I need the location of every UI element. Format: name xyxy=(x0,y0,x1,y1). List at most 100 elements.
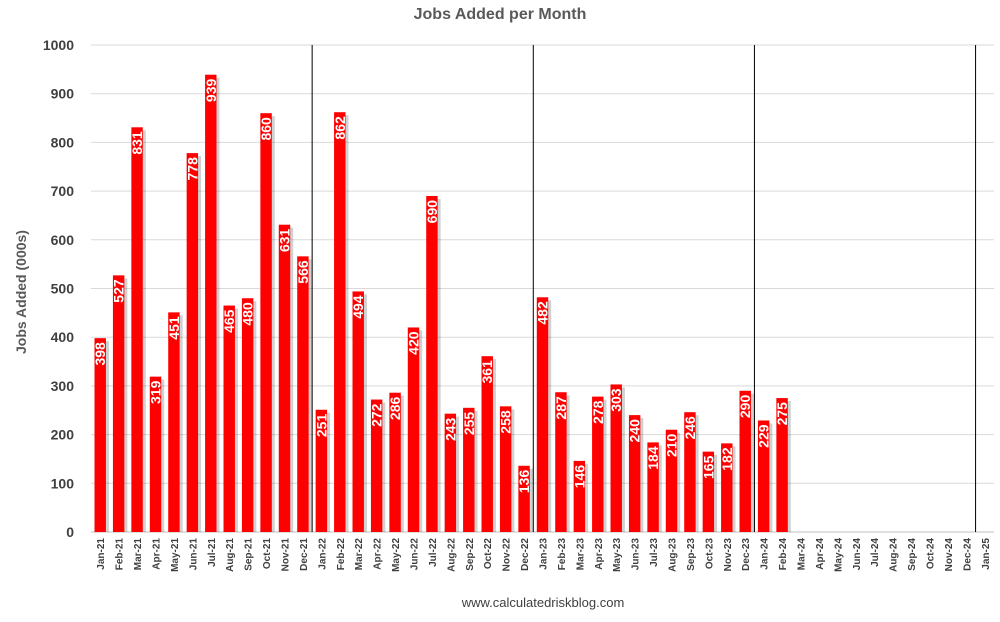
data-label: 831 xyxy=(129,131,145,155)
bar xyxy=(573,460,586,532)
bar xyxy=(352,291,364,532)
bar xyxy=(315,409,328,532)
x-tick-label: Jul-22 xyxy=(428,538,439,567)
x-tick-label: Mar-22 xyxy=(354,538,365,571)
x-tick-label: Sep-22 xyxy=(465,538,476,571)
data-label: 240 xyxy=(627,419,643,443)
x-tick-label: Jun-21 xyxy=(188,538,199,571)
x-tick-label: Dec-23 xyxy=(741,538,752,571)
data-label: 165 xyxy=(700,455,716,479)
bar xyxy=(665,429,678,532)
bar xyxy=(297,256,309,532)
data-label: 229 xyxy=(756,424,772,448)
x-tick-label: Apr-24 xyxy=(815,538,826,570)
data-label: 255 xyxy=(461,412,477,436)
bar xyxy=(555,392,567,532)
data-label: 275 xyxy=(774,402,790,426)
bar xyxy=(94,338,106,532)
data-label: 246 xyxy=(682,416,698,440)
x-tick-label: Apr-23 xyxy=(594,538,605,570)
x-tick-label: Feb-23 xyxy=(557,538,568,571)
bar xyxy=(168,312,180,532)
x-tick-label: May-24 xyxy=(833,538,844,572)
data-label: 258 xyxy=(498,410,514,434)
bar xyxy=(186,153,199,532)
x-tick-label: Oct-22 xyxy=(483,538,494,570)
x-tick-label: Mar-23 xyxy=(575,538,586,571)
bar xyxy=(610,384,622,532)
data-label: 303 xyxy=(608,388,624,412)
bar xyxy=(518,465,530,532)
x-tick-label: Mar-21 xyxy=(133,538,144,571)
data-label: 290 xyxy=(737,395,753,419)
bars xyxy=(94,74,791,533)
x-tick-label: Aug-22 xyxy=(446,538,457,572)
bar xyxy=(628,415,641,532)
data-label: 631 xyxy=(277,228,293,252)
data-label: 272 xyxy=(369,403,385,427)
x-tick-label: Sep-23 xyxy=(686,538,697,571)
x-tick-label: Nov-21 xyxy=(281,538,292,572)
x-tick-label: Oct-23 xyxy=(704,538,715,570)
x-tick-label: Jan-21 xyxy=(96,538,107,570)
data-label: 494 xyxy=(350,295,366,319)
x-tick-label: Nov-23 xyxy=(723,538,734,572)
x-tick-label: Feb-24 xyxy=(778,538,789,571)
y-tick-labels: 0 100 200 300 400 500 600 700 800 900 1000 xyxy=(43,37,74,540)
data-label: 319 xyxy=(148,380,164,404)
bar xyxy=(536,297,549,532)
data-label: 361 xyxy=(479,360,495,384)
y-axis-title: Jobs Added (000s) xyxy=(13,230,29,354)
data-label: 210 xyxy=(664,434,680,458)
x-tick-label: Dec-21 xyxy=(299,538,310,571)
bar xyxy=(702,451,715,532)
x-tick-label: Apr-21 xyxy=(152,538,163,570)
x-tick-label: Feb-22 xyxy=(336,538,347,571)
y-tick-label: 200 xyxy=(51,427,75,443)
data-label: 465 xyxy=(221,309,237,333)
x-tick-label: May-21 xyxy=(170,538,181,572)
x-tick-label: Jun-22 xyxy=(410,538,421,571)
data-label: 690 xyxy=(424,200,440,224)
x-tick-label: Mar-24 xyxy=(797,538,808,571)
data-label: 451 xyxy=(166,316,182,340)
data-label: 862 xyxy=(332,116,348,140)
x-tick-label: Jun-23 xyxy=(631,538,642,571)
x-tick-label: Nov-22 xyxy=(502,538,513,572)
y-tick-label: 100 xyxy=(51,475,75,491)
bar xyxy=(776,398,788,532)
bar xyxy=(721,443,733,532)
x-tick-label: Jan-22 xyxy=(317,538,328,570)
bar xyxy=(757,420,770,532)
bar xyxy=(647,442,659,532)
y-tick-label: 500 xyxy=(51,281,75,297)
gridlines xyxy=(91,44,994,533)
bar xyxy=(407,327,420,532)
bar xyxy=(370,399,383,532)
y-tick-label: 0 xyxy=(66,524,74,540)
x-tick-label: Sep-21 xyxy=(244,538,255,571)
bar xyxy=(131,127,143,532)
data-label: 939 xyxy=(203,78,219,102)
data-label: 286 xyxy=(387,397,403,421)
y-tick-label: 1000 xyxy=(43,37,74,53)
data-label: 136 xyxy=(516,470,532,494)
y-tick-label: 900 xyxy=(51,86,75,102)
x-tick-label: May-23 xyxy=(612,538,623,572)
chart-title: Jobs Added per Month xyxy=(414,6,587,23)
data-label: 566 xyxy=(295,260,311,284)
data-label: 146 xyxy=(571,465,587,489)
data-label: 184 xyxy=(645,446,661,470)
data-label: 182 xyxy=(719,447,735,471)
x-tick-label: Jul-23 xyxy=(649,538,660,567)
x-tick-label: Apr-22 xyxy=(373,538,384,570)
bar xyxy=(149,376,162,532)
data-label: 287 xyxy=(553,396,569,420)
x-tick-label: Feb-21 xyxy=(115,538,126,571)
x-tick-label: Sep-24 xyxy=(907,538,918,571)
y-tick-label: 600 xyxy=(51,232,75,248)
data-label: 860 xyxy=(258,117,274,141)
x-tick-label: Jul-21 xyxy=(207,538,218,567)
